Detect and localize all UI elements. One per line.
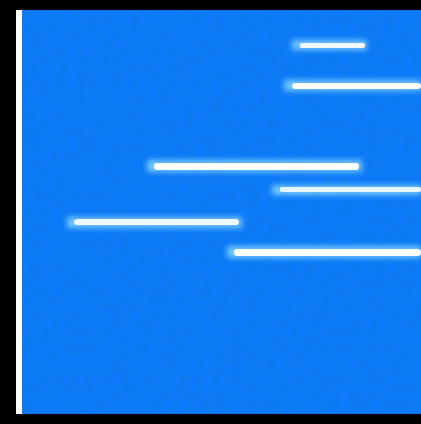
speckle-background — [22, 10, 421, 414]
streak-7 — [322, 44, 362, 47]
streak-4 — [280, 187, 421, 192]
streak-5 — [74, 219, 239, 225]
streak-2 — [292, 83, 421, 89]
left-frame-edge — [16, 10, 22, 414]
streak-3 — [154, 163, 359, 170]
noise-field — [22, 10, 421, 414]
streaks — [67, 40, 421, 258]
fluorescence-image — [22, 10, 421, 414]
bottom-frame-edge — [16, 414, 421, 424]
streak-6 — [234, 249, 421, 256]
